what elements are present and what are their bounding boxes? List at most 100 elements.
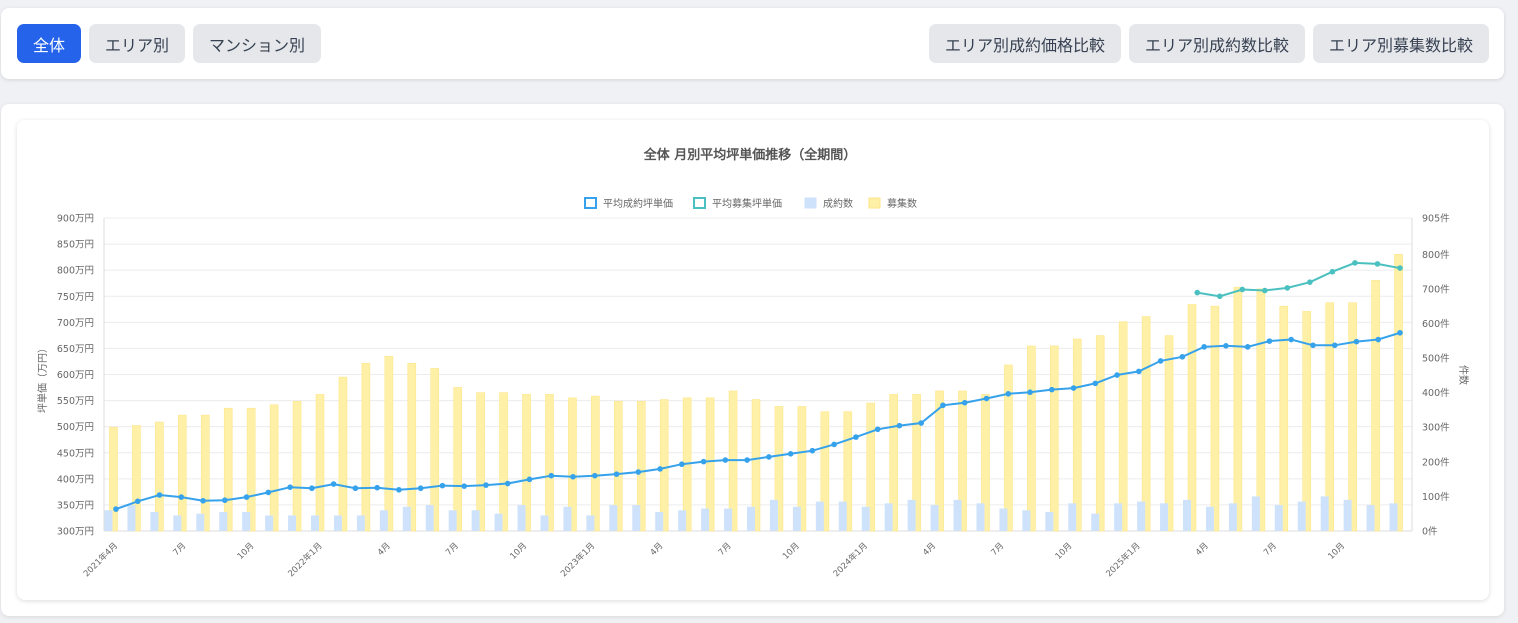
contract-price-point bbox=[265, 489, 272, 496]
listing-count-bar bbox=[338, 376, 348, 532]
contract-price-point bbox=[1179, 353, 1186, 360]
listing-price-point bbox=[1329, 268, 1336, 275]
compare-area-contract-count-button[interactable]: エリア別成約数比較 bbox=[1129, 24, 1305, 63]
contract-count-bar bbox=[1320, 496, 1329, 531]
listing-count-bar bbox=[1233, 286, 1243, 532]
contract-price-point bbox=[1375, 336, 1382, 343]
contract-count-bar bbox=[448, 510, 457, 531]
right-axis-tick: 905件 bbox=[1422, 213, 1450, 225]
x-axis-tick: 2022年1月 bbox=[286, 540, 325, 579]
contract-price-point bbox=[1331, 342, 1338, 349]
contract-count-bar bbox=[1114, 503, 1123, 531]
right-axis-tick: 400件 bbox=[1422, 387, 1450, 399]
listing-count-bar bbox=[591, 395, 600, 532]
view-all-button[interactable]: 全体 bbox=[17, 24, 81, 63]
contract-count-bar bbox=[907, 499, 916, 531]
contract-price-point bbox=[809, 447, 816, 454]
right-axis-tick: 500件 bbox=[1422, 353, 1450, 365]
contract-count-bar bbox=[471, 510, 480, 531]
chart-title: 全体 月別平均坪単価推移（全期間） bbox=[643, 147, 857, 163]
contract-price-point bbox=[722, 457, 729, 463]
listing-count-bar bbox=[178, 414, 187, 532]
listing-count-bar bbox=[568, 397, 577, 532]
contract-count-bar bbox=[1343, 499, 1352, 531]
contract-price-point bbox=[1092, 380, 1099, 387]
contract-price-point bbox=[787, 450, 794, 457]
contract-price-point bbox=[1048, 386, 1055, 393]
contract-price-point bbox=[352, 485, 359, 492]
left-axis-title: 坪単価（万円） bbox=[36, 343, 49, 413]
listing-price-point bbox=[1194, 289, 1201, 296]
left-axis-tick: 750万円 bbox=[57, 292, 94, 303]
view-area-button[interactable]: エリア別 bbox=[89, 24, 185, 63]
listing-count-bar bbox=[1256, 288, 1266, 532]
contract-count-bar bbox=[402, 506, 411, 531]
contract-count-bar bbox=[838, 501, 847, 531]
contract-count-bar bbox=[1160, 503, 1169, 531]
listing-price-point bbox=[1307, 279, 1313, 285]
listing-count-bar bbox=[1348, 302, 1357, 532]
x-axis-tick: 10月 bbox=[781, 541, 802, 562]
left-axis-tick: 300万円 bbox=[57, 527, 94, 538]
right-axis-title: 件数 bbox=[1457, 365, 1470, 385]
contract-count-bar bbox=[356, 515, 365, 531]
contract-price-point bbox=[635, 469, 642, 475]
legend-swatch bbox=[868, 197, 881, 209]
listing-count-bar bbox=[820, 411, 830, 532]
view-toolbar: 全体 エリア別 マンション別 エリア別成約価格比較 エリア別成約数比較 エリア別… bbox=[1, 8, 1504, 79]
contract-price-point bbox=[113, 506, 119, 512]
contract-price-point bbox=[700, 458, 707, 465]
listing-count-bar bbox=[200, 414, 210, 532]
contract-price-point bbox=[1027, 389, 1033, 396]
contract-price-point bbox=[396, 486, 402, 493]
view-mansion-button[interactable]: マンション別 bbox=[193, 24, 321, 63]
contract-count-bar bbox=[999, 508, 1008, 531]
listing-count-bar bbox=[1302, 311, 1312, 532]
listing-count-bar bbox=[889, 394, 898, 532]
listing-count-bar bbox=[155, 421, 164, 532]
listing-count-bar bbox=[1279, 305, 1289, 532]
right-axis-tick: 200件 bbox=[1422, 456, 1450, 468]
contract-price-point bbox=[613, 471, 620, 477]
right-axis-tick: 100件 bbox=[1422, 491, 1450, 503]
contract-count-bar bbox=[632, 505, 641, 531]
listing-count-bar bbox=[866, 402, 876, 532]
compare-area-price-button[interactable]: エリア別成約価格比較 bbox=[929, 24, 1121, 63]
legend-swatch bbox=[804, 197, 817, 209]
contract-price-point bbox=[1288, 336, 1294, 343]
contract-count-bar bbox=[1091, 513, 1100, 531]
compare-area-listing-count-button[interactable]: エリア別募集数比較 bbox=[1313, 24, 1489, 63]
listing-count-bar bbox=[1072, 338, 1082, 532]
contract-price-point bbox=[1397, 329, 1403, 336]
contract-price-point bbox=[178, 494, 185, 500]
listing-count-bar bbox=[1371, 279, 1380, 532]
contract-count-bar bbox=[747, 506, 755, 531]
contract-count-bar bbox=[609, 505, 618, 531]
contract-count-bar bbox=[540, 515, 549, 531]
contract-count-bar bbox=[792, 506, 801, 531]
listing-count-bar bbox=[292, 401, 302, 532]
listing-count-bar bbox=[1050, 345, 1059, 532]
contract-price-point bbox=[874, 426, 881, 433]
contract-count-bar bbox=[517, 505, 526, 531]
x-axis-tick: 7月 bbox=[171, 541, 188, 558]
contract-count-bar bbox=[586, 515, 595, 531]
right-axis-tick: 0件 bbox=[1422, 526, 1438, 538]
contract-price-line bbox=[115, 331, 1401, 511]
contract-count-bar bbox=[678, 510, 687, 531]
contract-price-point bbox=[1244, 344, 1251, 350]
x-axis-tick: 4月 bbox=[921, 541, 938, 558]
contract-price-point bbox=[1266, 338, 1273, 344]
left-axis-tick: 700万円 bbox=[57, 318, 94, 329]
legend-label: 平均成約坪単価 bbox=[603, 197, 673, 210]
x-axis-tick: 2025年1月 bbox=[1104, 540, 1143, 579]
left-axis-tick: 600万円 bbox=[57, 370, 94, 381]
listing-count-bar bbox=[545, 394, 554, 532]
contract-price-point bbox=[961, 399, 968, 406]
x-axis-tick: 4月 bbox=[649, 541, 666, 558]
contract-count-bar bbox=[104, 510, 113, 531]
contract-count-bar bbox=[953, 499, 962, 531]
legend-swatch bbox=[584, 197, 597, 209]
listing-count-bar bbox=[384, 356, 394, 532]
contract-price-point bbox=[439, 482, 446, 489]
